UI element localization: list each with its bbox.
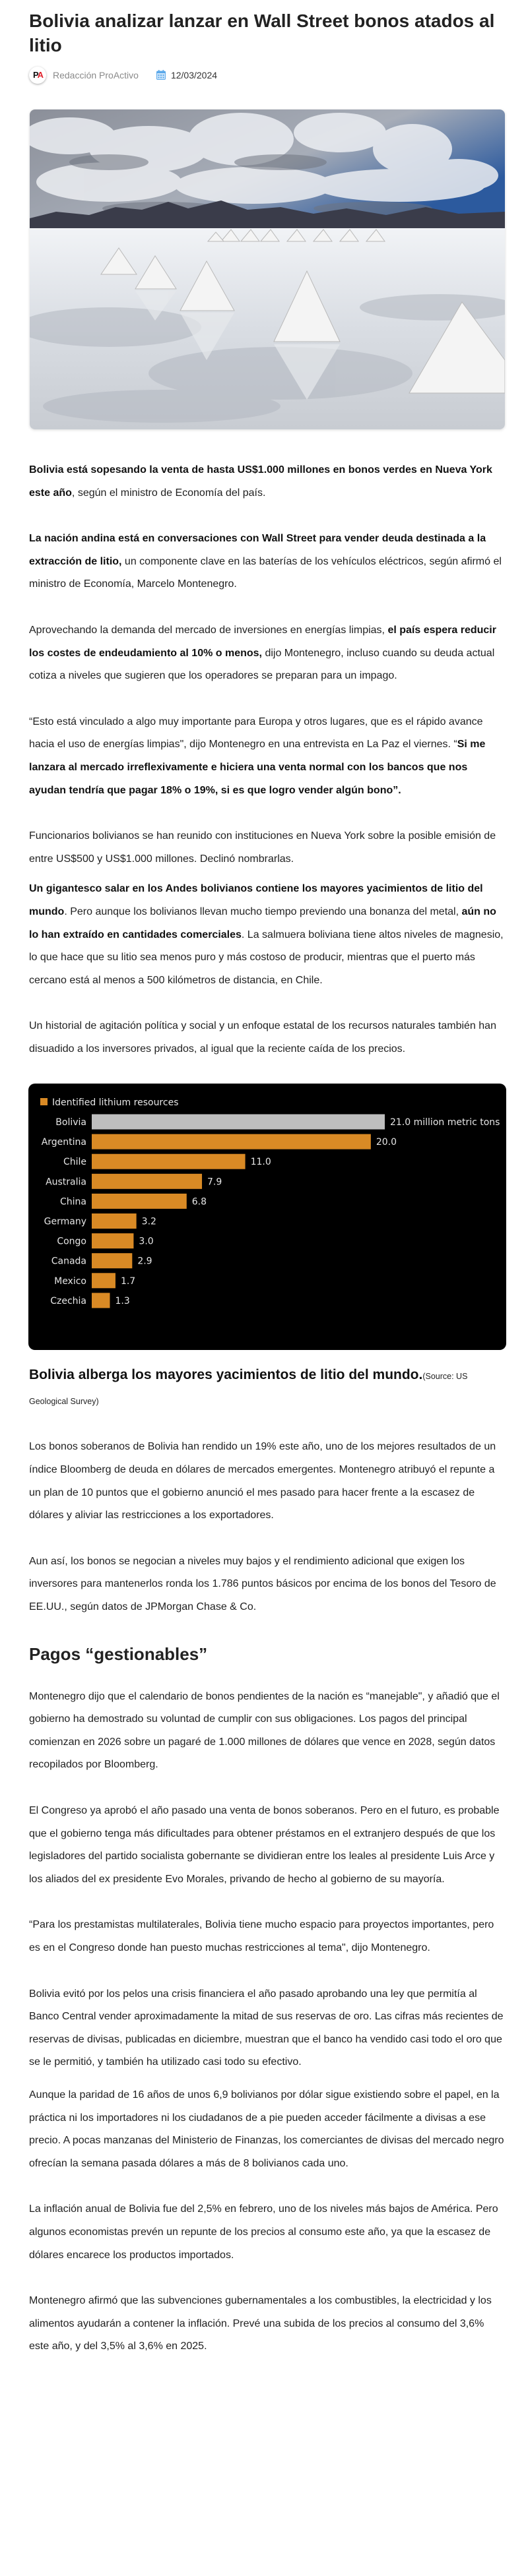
value-label: 3.0 [139,1237,153,1247]
category-label: Chile [63,1157,86,1168]
lithium-resources-chart: Identified lithium resources Bolivia 21.0 … [28,1084,506,1351]
bar-congo [92,1233,134,1249]
paragraph: El Congreso ya aprobó el año pasado una … [29,1800,506,1891]
value-label: 2.9 [137,1256,152,1267]
bold-text: el país espera reducir los costes de end… [29,624,496,659]
bar-canada [92,1253,133,1269]
bold-text: aún no lo han extraído en cantidades com… [29,905,496,940]
value-label: 6.8 [192,1197,207,1208]
value-label: 3.2 [142,1217,156,1227]
text: La inflación anual de Bolivia fue del 2,… [29,2203,498,2261]
paragraph: Aunque la paridad de 16 años de unos 6,9… [29,2084,506,2175]
value-label: 20.0 [376,1138,397,1148]
paragraph: Aprovechando la demanda del mercado de i… [29,619,506,688]
value-label: 1.3 [115,1296,129,1306]
text: “Esto está vinculado a algo muy importan… [29,716,483,751]
value-label: 1.7 [121,1276,135,1287]
chart-caption: Bolivia alberga los mayores yacimientos … [29,1363,506,1414]
category-label: China [60,1197,86,1208]
section-heading: Pagos “gestionables” [29,1643,208,1664]
paragraph: “Para los prestamistas multilaterales, B… [29,1914,506,1959]
text: “Para los prestamistas multilaterales, B… [29,1919,494,1953]
text: dijo Montenegro, incluso cuando su deuda… [29,647,495,682]
calendar-icon [156,70,166,80]
bar-chile [92,1154,246,1170]
bar-mexico [92,1273,116,1289]
caption-source: (Source: US Geological Survey) [29,1372,468,1407]
bar-australia [92,1174,203,1190]
bar-bolivia [92,1114,385,1130]
text: Montenegro afirmó que las subvenciones g… [29,2295,492,2352]
bold-text: Un gigantesco salar en los Andes bolivia… [29,883,483,917]
text: El Congreso ya aprobó el año pasado una … [29,1805,500,1885]
text: Los bonos soberanos de Bolivia han rendi… [29,1441,496,1521]
paragraph: Un gigantesco salar en los Andes bolivia… [29,878,506,992]
author-name[interactable]: Redacción ProActivo [53,69,139,80]
paragraph: “Esto está vinculado a algo muy importan… [29,711,506,802]
text: . Pero aunque los bolivianos llevan much… [64,905,462,917]
text: Bolivia evitó por los pelos una crisis f… [29,1988,504,2068]
text: Montenegro dijo que el calendario de bon… [29,1690,500,1771]
category-label: Congo [57,1237,86,1247]
paragraph: Aun así, los bonos se negocian a niveles… [29,1550,506,1619]
category-label: Mexico [54,1276,86,1287]
bold-text: Bolivia está sopesando la venta de hasta… [29,464,492,499]
category-label: Bolivia [55,1117,86,1128]
legend-label: Identified lithium resources [52,1097,179,1108]
text: . La salmuera boliviana tiene altos nive… [29,929,504,986]
value-label: 7.9 [207,1177,222,1188]
bar-czechia [92,1293,110,1308]
category-label: Argentina [42,1138,86,1148]
paragraphs-before-chart: Bolivia está sopesando la venta de hasta… [29,459,506,1060]
category-label: Australia [46,1177,86,1188]
category-label: Czechia [50,1296,86,1306]
bold-text: La nación andina está en conversaciones … [29,533,486,567]
text: Un historial de agitación política y soc… [29,1020,496,1055]
value-label: 21.0 million metric tons [390,1117,500,1128]
paragraph: Los bonos soberanos de Bolivia han rendi… [29,1436,506,1527]
bold-text: Si me lanzara al mercado irreflexivament… [29,739,486,796]
legend-swatch [40,1098,48,1106]
bar-chart: Identified lithium resources Bolivia 21.0 … [40,1097,500,1308]
bar-china [92,1194,187,1210]
paragraphs-section: Montenegro dijo que el calendario de bon… [29,1686,506,2358]
paragraph: Un historial de agitación política y soc… [29,1015,506,1060]
paragraph: Bolivia evitó por los pelos una crisis f… [29,1983,506,2074]
category-label: Canada [51,1256,86,1267]
article-title: Bolivia analizar lanzar en Wall Street b… [29,11,495,55]
paragraph: Bolivia está sopesando la venta de hasta… [29,459,506,505]
text: Aun así, los bonos se negocian a niveles… [29,1555,496,1613]
paragraph: Montenegro dijo que el calendario de bon… [29,1686,506,1777]
publish-date: 12/03/2024 [170,69,218,80]
hero-image-salt-flat [30,109,505,429]
text: Aprovechando la demanda del mercado de i… [29,624,388,636]
text: , según el ministro de Economía del país… [71,487,266,499]
article-body: Bolivia está sopesando la venta de hasta… [28,459,506,2381]
bar-argentina [92,1134,371,1150]
paragraph: La inflación anual de Bolivia fue del 2,… [29,2198,506,2267]
article: Bolivia analizar lanzar en Wall Street b… [28,0,506,2352]
text: Funcionarios bolivianos se han reunido c… [29,830,496,865]
caption-main: Bolivia alberga los mayores yacimientos … [29,1367,423,1383]
paragraph: Funcionarios bolivianos se han reunido c… [29,825,506,871]
paragraph: Montenegro afirmó que las subvenciones g… [29,2290,506,2358]
value-label: 11.0 [251,1157,271,1168]
paragraph: La nación andina está en conversaciones … [29,528,506,596]
bar-germany [92,1213,137,1229]
text: Aunque la paridad de 16 años de unos 6,9… [29,2089,504,2169]
text: un componente clave en las baterías de l… [29,555,502,590]
category-label: Germany [44,1217,86,1227]
paragraphs-after-chart: Los bonos soberanos de Bolivia han rendi… [29,1436,506,1618]
